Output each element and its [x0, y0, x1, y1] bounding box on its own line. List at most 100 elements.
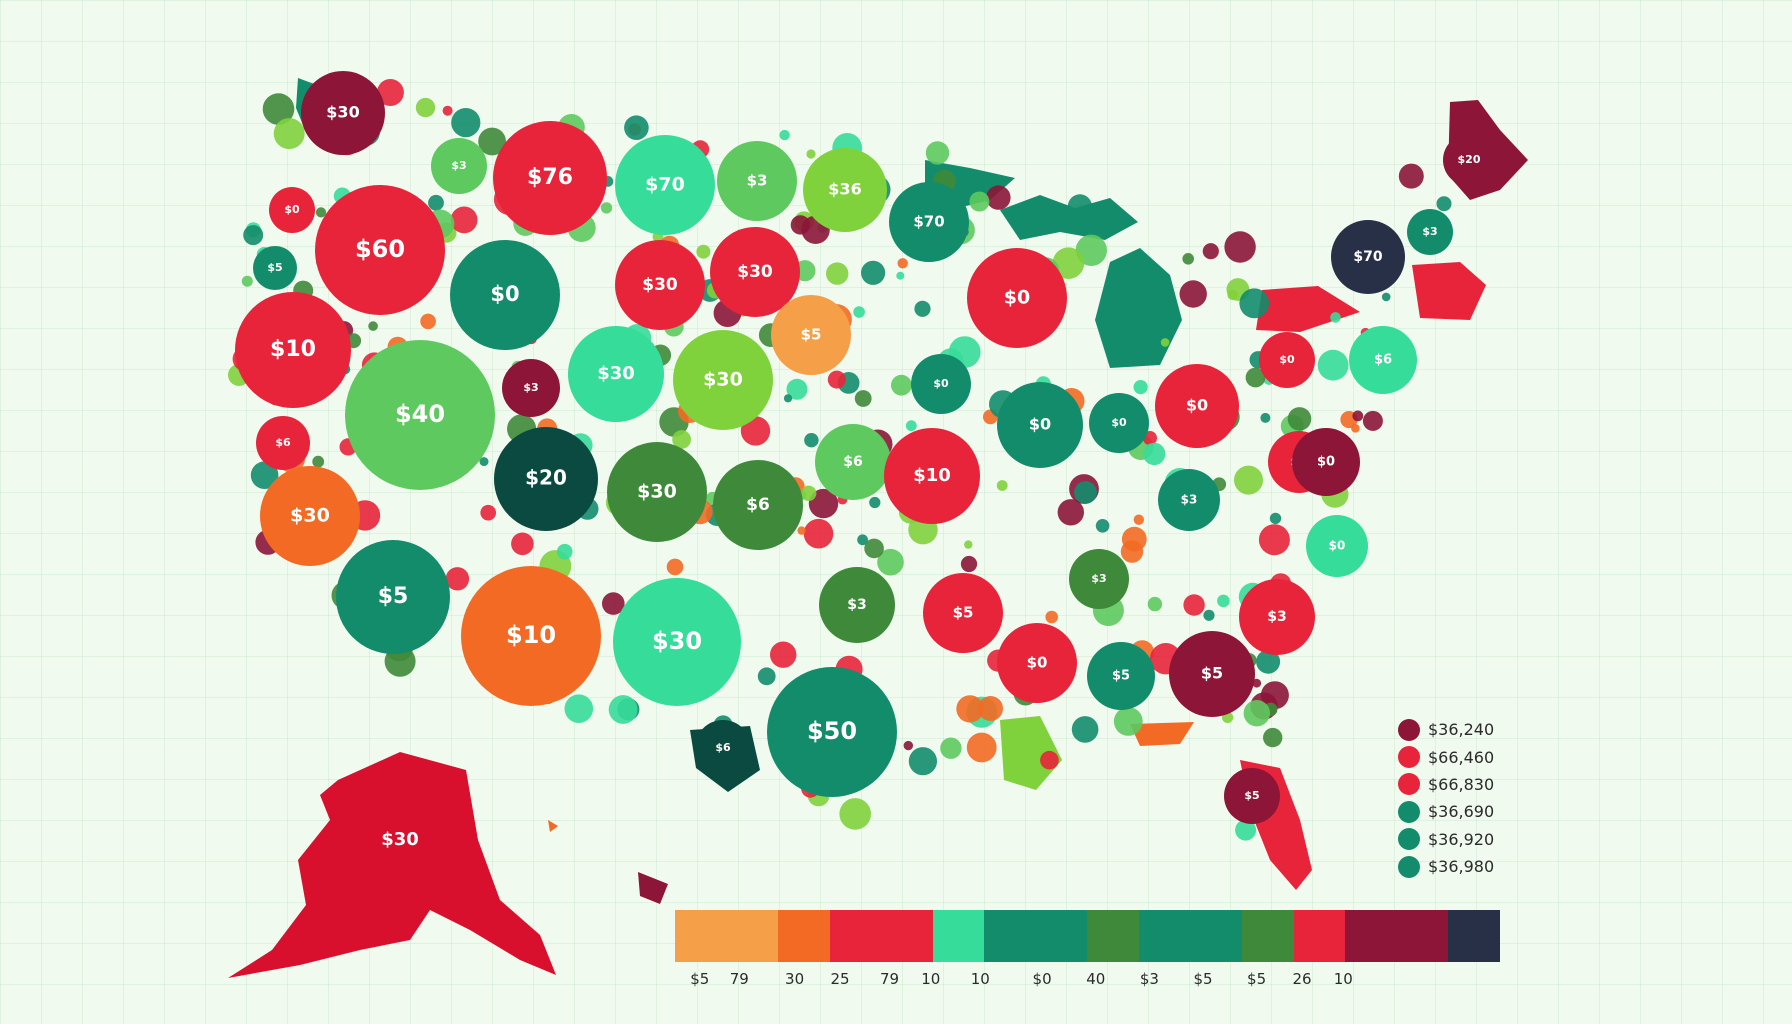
bubble-circle[interactable]	[1155, 364, 1239, 448]
bubble-circle[interactable]	[1306, 515, 1368, 577]
region-bubble[interactable]: $0	[1089, 393, 1149, 453]
hawaii-big-island[interactable]	[638, 872, 668, 904]
hawaii-shape[interactable]	[548, 820, 558, 832]
bubble-circle[interactable]	[502, 359, 560, 417]
region-bubble[interactable]: $30	[673, 330, 773, 430]
region-bubble[interactable]: $30	[613, 578, 741, 706]
bubble-circle[interactable]	[493, 121, 607, 235]
region-bubble[interactable]: $60	[315, 185, 445, 315]
region-bubble[interactable]: $6	[713, 460, 803, 550]
bubble-circle[interactable]	[815, 424, 891, 500]
bubble-circle[interactable]	[615, 240, 705, 330]
bubble-circle[interactable]	[1089, 393, 1149, 453]
region-bubble[interactable]: $0	[1259, 332, 1315, 388]
region-bubble[interactable]: $0	[911, 354, 971, 414]
bubble-circle[interactable]	[997, 382, 1083, 468]
bubble-circle[interactable]	[710, 227, 800, 317]
region-bubble[interactable]: $5	[923, 573, 1003, 653]
michigan-lower[interactable]	[1095, 248, 1182, 368]
region-bubble[interactable]: $3	[1407, 209, 1453, 255]
bubble-circle[interactable]	[695, 720, 751, 776]
region-bubble[interactable]: $3	[431, 138, 487, 194]
region-bubble[interactable]: $0	[269, 187, 315, 233]
region-bubble[interactable]: $30	[607, 442, 707, 542]
bubble-circle[interactable]	[613, 578, 741, 706]
region-bubble[interactable]: $6	[1349, 326, 1417, 394]
bubble-circle[interactable]	[315, 185, 445, 315]
bubble-circle[interactable]	[1259, 332, 1315, 388]
region-bubble[interactable]: $3	[1239, 579, 1315, 655]
region-bubble[interactable]: $3	[1158, 469, 1220, 531]
bubble-circle[interactable]	[717, 141, 797, 221]
bubble-circle[interactable]	[269, 187, 315, 233]
region-bubble[interactable]: $0	[1306, 515, 1368, 577]
bubble-circle[interactable]	[256, 416, 310, 470]
bubble-circle[interactable]	[1158, 469, 1220, 531]
region-bubble[interactable]: $0	[1292, 428, 1360, 496]
region-bubble[interactable]: $20	[494, 427, 598, 531]
bubble-circle[interactable]	[431, 138, 487, 194]
bubble-circle[interactable]	[450, 240, 560, 350]
bubble-circle[interactable]	[607, 442, 707, 542]
alaska-shape[interactable]	[228, 752, 556, 978]
region-bubble[interactable]: $70	[1331, 220, 1405, 294]
region-bubble[interactable]: $6	[256, 416, 310, 470]
region-bubble[interactable]: $0	[967, 248, 1067, 348]
region-bubble[interactable]: $30	[301, 71, 385, 155]
bubble-circle[interactable]	[1407, 209, 1453, 255]
region-bubble[interactable]: $5	[253, 246, 297, 290]
bubble-circle[interactable]	[253, 246, 297, 290]
bubble-circle[interactable]	[494, 427, 598, 531]
louisiana-shape[interactable]	[1000, 716, 1062, 790]
new-york-shape[interactable]	[1256, 286, 1360, 332]
region-bubble[interactable]: $36	[803, 148, 887, 232]
new-england-shape[interactable]	[1412, 262, 1486, 320]
bubble-circle[interactable]	[997, 623, 1077, 703]
bubble-circle[interactable]	[767, 667, 897, 797]
bubble-circle[interactable]	[1292, 428, 1360, 496]
bubble-circle[interactable]	[568, 326, 664, 422]
region-bubble[interactable]: $20	[1443, 134, 1495, 186]
region-bubble[interactable]: $0	[997, 382, 1083, 468]
region-bubble[interactable]: $30	[710, 227, 800, 317]
bubble-circle[interactable]	[713, 460, 803, 550]
region-bubble[interactable]: $70	[889, 182, 969, 262]
bubble-circle[interactable]	[923, 573, 1003, 653]
region-bubble[interactable]: $5	[1087, 642, 1155, 710]
bubble-circle[interactable]	[1224, 768, 1280, 824]
region-bubble[interactable]: $30	[260, 466, 360, 566]
region-bubble[interactable]: $5	[771, 295, 851, 375]
region-bubble[interactable]: $0	[1155, 364, 1239, 448]
bubble-circle[interactable]	[1349, 326, 1417, 394]
region-bubble[interactable]: $3	[819, 567, 895, 643]
bubble-circle[interactable]	[336, 540, 450, 654]
region-bubble[interactable]: $5	[1169, 631, 1255, 717]
region-bubble[interactable]: $0	[997, 623, 1077, 703]
bubble-circle[interactable]	[301, 71, 385, 155]
bubble-circle[interactable]	[819, 567, 895, 643]
region-bubble[interactable]: $30	[615, 240, 705, 330]
region-bubble[interactable]: $3	[717, 141, 797, 221]
region-bubble[interactable]: $6	[695, 720, 751, 776]
region-bubble[interactable]: $3	[502, 359, 560, 417]
bubble-circle[interactable]	[1087, 642, 1155, 710]
bubble-circle[interactable]	[884, 428, 980, 524]
bubble-circle[interactable]	[1239, 579, 1315, 655]
region-bubble[interactable]: $10	[884, 428, 980, 524]
bubble-circle[interactable]	[235, 292, 351, 408]
bubble-circle[interactable]	[345, 340, 495, 490]
region-bubble[interactable]: $3	[1069, 549, 1129, 609]
bubble-circle[interactable]	[889, 182, 969, 262]
bubble-circle[interactable]	[615, 135, 715, 235]
region-bubble[interactable]: $0	[450, 240, 560, 350]
bubble-circle[interactable]	[1331, 220, 1405, 294]
bubble-circle[interactable]	[1443, 134, 1495, 186]
region-bubble[interactable]: $40	[345, 340, 495, 490]
bubble-circle[interactable]	[1169, 631, 1255, 717]
bubble-circle[interactable]	[911, 354, 971, 414]
region-bubble[interactable]: $76	[493, 121, 607, 235]
region-bubble[interactable]: $5	[1224, 768, 1280, 824]
region-bubble[interactable]: $30	[568, 326, 664, 422]
bubble-circle[interactable]	[803, 148, 887, 232]
region-bubble[interactable]: $10	[235, 292, 351, 408]
